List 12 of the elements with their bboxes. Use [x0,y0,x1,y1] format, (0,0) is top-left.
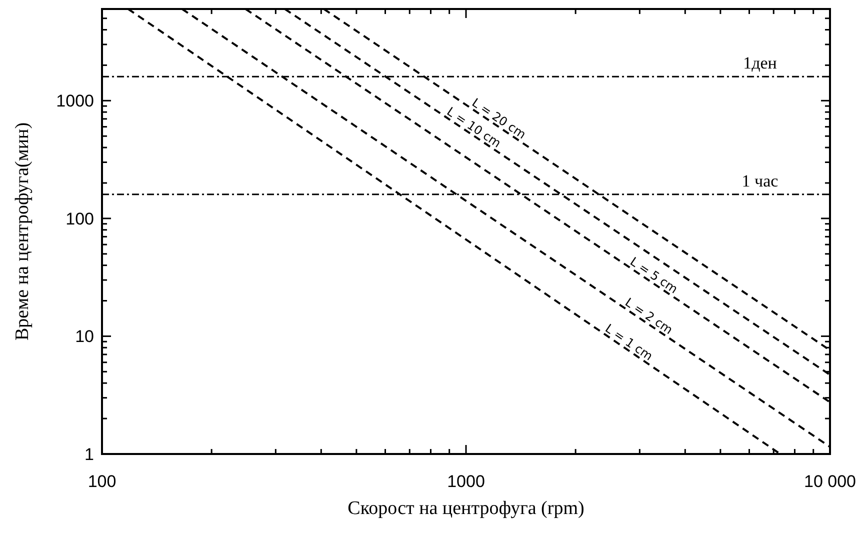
text: L = 5 cm [628,254,680,296]
x-tick-label: 1000 [447,472,485,491]
y-tick-label: 1000 [56,92,94,111]
y-axis-title: Време на центрофуга(мин) [12,122,33,341]
x-tick-label: 10 000 [804,472,856,491]
x-tick-label: 100 [88,472,116,491]
ref-line-label: 1 час [742,171,779,190]
ref-line-label: 1ден [743,54,777,73]
y-tick-label: 100 [66,209,94,228]
y-tick-label: 10 [75,327,94,346]
x-axis-title: Скорост на центрофуга (rpm) [348,498,584,519]
y-tick-label: 1 [84,445,94,464]
